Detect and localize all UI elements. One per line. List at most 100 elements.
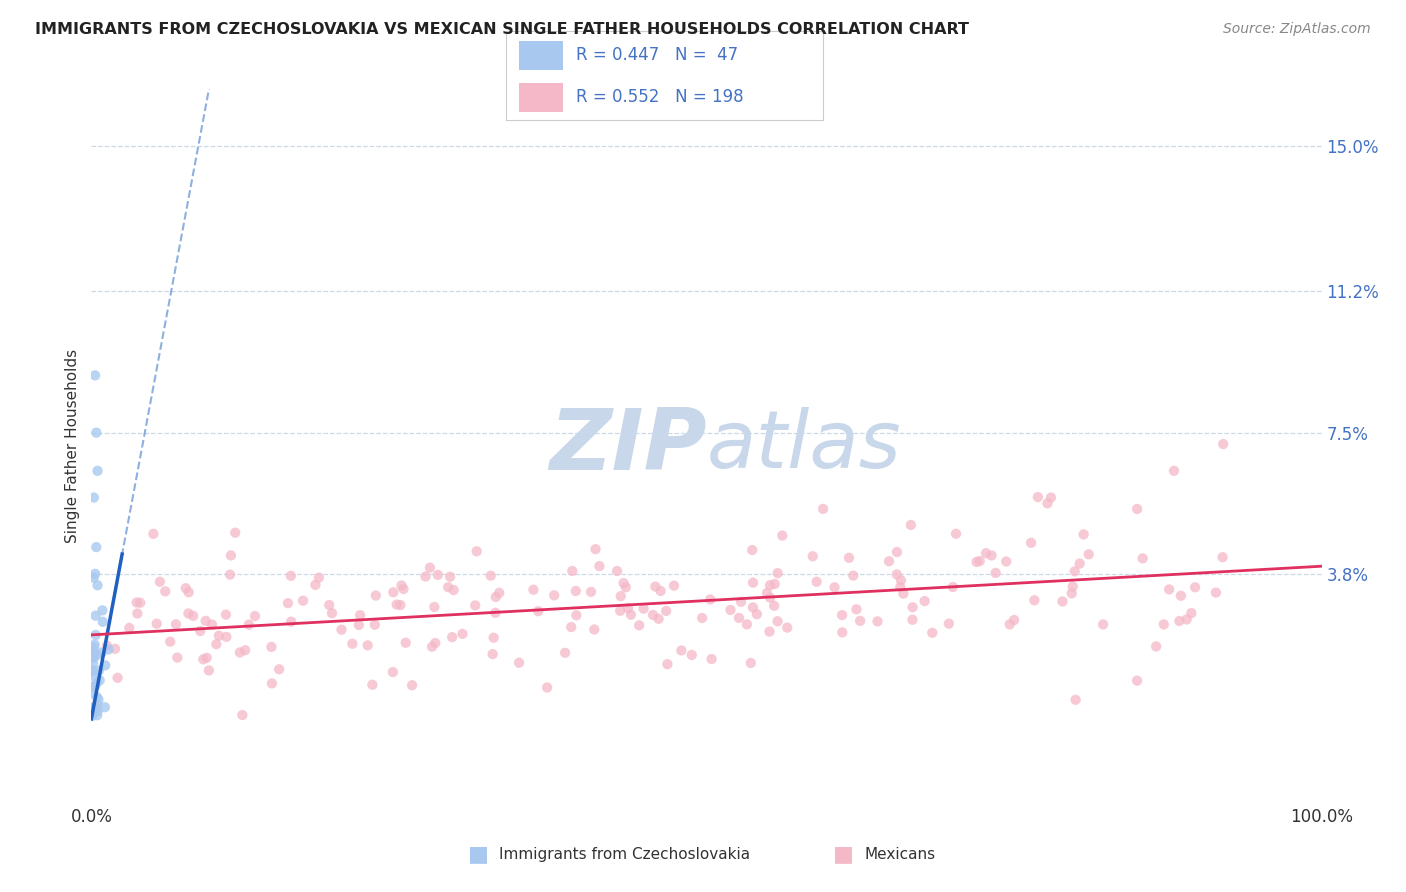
Point [87,704,110,718]
Point [330,623,353,637]
Point [451,627,474,641]
Point [886,567,908,582]
Point [755,586,778,600]
Point [181,608,204,623]
Point [395,636,418,650]
Point [238,617,260,632]
Point [83,571,105,585]
Point [741,543,763,558]
Point [84,566,107,581]
Point [425,636,447,650]
Point [107,671,129,685]
Point [174,581,197,595]
Bar [519,83,562,112]
Point [617,601,640,615]
Point [845,602,868,616]
Point [82,686,104,700]
Point [125,595,148,609]
Point [1168,614,1191,628]
Point [831,608,853,623]
Point [1159,582,1181,597]
Point [565,608,588,623]
Point [215,607,238,622]
Point [277,596,299,610]
Point [82,709,104,723]
Point [759,578,782,592]
Point [650,583,672,598]
Point [766,566,789,581]
Point [776,621,799,635]
Point [364,589,387,603]
Point [641,607,664,622]
Point [166,650,188,665]
Point [208,629,231,643]
Point [1019,536,1042,550]
Point [995,554,1018,568]
Point [188,624,211,638]
Point [561,564,583,578]
Point [118,621,141,635]
Point [231,708,253,723]
Point [801,549,824,564]
Point [419,560,441,574]
Point [420,640,443,654]
Point [260,676,283,690]
Point [1092,617,1115,632]
Point [347,618,370,632]
Text: R = 0.552   N = 198: R = 0.552 N = 198 [576,88,744,106]
Point [82,702,104,716]
Point [443,583,465,598]
Point [966,555,988,569]
Point [671,643,693,657]
Point [613,576,636,591]
Point [1036,496,1059,510]
Point [364,617,387,632]
Point [94,658,117,673]
Point [877,554,900,568]
Point [942,580,965,594]
Point [401,678,423,692]
Point [1153,617,1175,632]
Point [1180,606,1202,620]
Point [482,631,505,645]
Point [82,640,104,654]
Point [361,678,384,692]
Point [1062,580,1084,594]
Point [758,624,780,639]
Point [742,575,765,590]
Point [86,578,108,592]
Point [269,662,291,676]
Point [165,617,187,632]
Point [655,604,678,618]
Point [1184,580,1206,594]
Point [84,679,107,693]
Text: IMMIGRANTS FROM CZECHOSLOVAKIA VS MEXICAN SINGLE FATHER HOUSEHOLDS CORRELATION C: IMMIGRANTS FROM CZECHOSLOVAKIA VS MEXICA… [35,22,969,37]
Point [527,604,550,618]
Point [488,586,510,600]
Point [82,700,104,714]
Text: ZIP: ZIP [548,404,706,488]
Point [560,620,582,634]
Point [89,673,111,688]
Point [82,665,104,679]
Point [159,634,181,648]
Point [1126,673,1149,688]
Point [554,646,576,660]
Point [86,708,108,723]
Point [441,630,464,644]
Point [900,518,922,533]
Point [1212,437,1234,451]
Point [145,616,167,631]
Point [740,656,762,670]
Point [522,582,544,597]
Point [464,599,486,613]
Point [198,664,221,678]
Point [382,585,405,599]
Point [177,585,200,599]
Point [304,578,326,592]
Point [481,647,503,661]
Point [391,578,413,592]
Point [292,593,315,607]
Point [385,598,408,612]
Point [536,681,558,695]
